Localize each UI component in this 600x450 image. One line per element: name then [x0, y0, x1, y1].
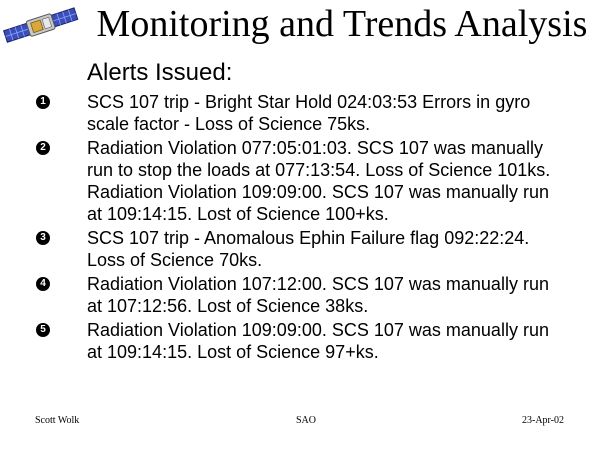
footer-author: Scott Wolk	[35, 415, 80, 426]
number-bullet-icon: 5	[36, 323, 50, 337]
number-bullet-icon: 2	[36, 141, 50, 155]
number-bullet-icon: 3	[36, 231, 50, 245]
spacecraft-icon	[2, 2, 80, 50]
alert-item: 5 Radiation Violation 109:09:00. SCS 107…	[0, 319, 600, 363]
alert-item: 2 Radiation Violation 077:05:01:03. SCS …	[0, 137, 600, 225]
alerts-list: 1 SCS 107 trip - Bright Star Hold 024:03…	[0, 91, 600, 365]
alert-text: Radiation Violation 109:09:00. SCS 107 w…	[87, 320, 549, 362]
alert-item: 3 SCS 107 trip - Anomalous Ephin Failure…	[0, 227, 600, 271]
alert-text: SCS 107 trip - Bright Star Hold 024:03:5…	[87, 92, 531, 134]
slide-title: Monitoring and Trends Analysis	[96, 3, 588, 45]
footer-date: 23-Apr-02	[522, 415, 565, 426]
alert-item: 1 SCS 107 trip - Bright Star Hold 024:03…	[0, 91, 600, 135]
footer-organization: SAO	[296, 415, 317, 426]
alert-text: Radiation Violation 077:05:01:03. SCS 10…	[87, 138, 551, 224]
alert-text: SCS 107 trip - Anomalous Ephin Failure f…	[87, 228, 530, 270]
number-bullet-icon: 4	[36, 277, 50, 291]
alert-item: 4 Radiation Violation 107:12:00. SCS 107…	[0, 273, 600, 317]
number-bullet-icon: 1	[36, 95, 50, 109]
alert-text: Radiation Violation 107:12:00. SCS 107 w…	[87, 274, 549, 316]
alerts-heading: Alerts Issued:	[87, 59, 233, 86]
